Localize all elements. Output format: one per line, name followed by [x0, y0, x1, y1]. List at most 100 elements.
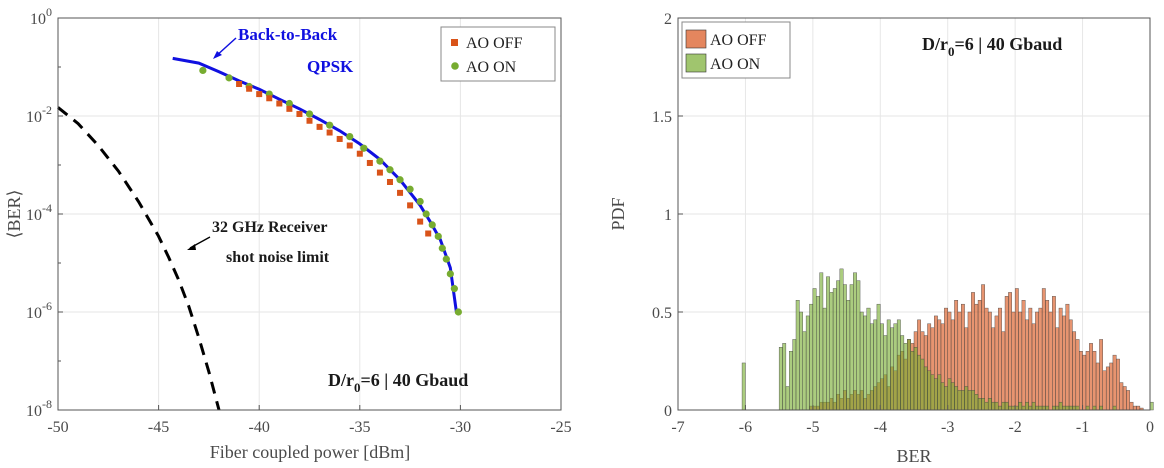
ao-on-histogram-bar [998, 405, 1002, 411]
right-x-tick-label: -3 [941, 419, 954, 436]
left-x-tick-label: -50 [47, 419, 68, 436]
ao-off-histogram-bar [1085, 351, 1090, 411]
ao-on-histogram-bar [869, 323, 874, 411]
ao-on-histogram-bar [799, 311, 803, 411]
ao-off-histogram-bar [1136, 405, 1141, 411]
shot-noise-limit-curve [57, 106, 221, 411]
ao-off-histogram-bar [987, 311, 992, 411]
ao-on-histogram-bar [778, 347, 783, 411]
legend-label-ao-off: AO OFF [466, 35, 523, 52]
ao-on-histogram-bar [886, 319, 891, 411]
ao-on-histogram-bar [1099, 405, 1104, 411]
right-condition-label: D/r0=6 | 40 Gbaud [922, 34, 1062, 59]
ao-off-histogram-bar [998, 307, 1002, 411]
ao-on-histogram-bar [785, 386, 790, 411]
ao-on-histogram-bar [1025, 401, 1029, 411]
ao-on-histogram-bar [805, 315, 810, 411]
right-y-tick-label: 2 [664, 11, 672, 28]
ao-on-histogram-bar [977, 398, 982, 411]
ao-on-histogram-bar [843, 284, 847, 411]
left-x-tick-label: -40 [249, 419, 270, 436]
ao-on-point [422, 210, 430, 218]
ao-off-histogram-bar [1021, 300, 1026, 411]
ao-on-histogram-bar [856, 280, 861, 411]
ao-on-histogram-bar [964, 386, 969, 411]
ao-off-histogram-bar [977, 300, 982, 411]
right-y-tick-label: 1 [664, 207, 672, 224]
ao-on-histogram-bar [1112, 405, 1117, 411]
left-y-tick-label: 10-8 [26, 397, 52, 420]
ao-off-point [266, 95, 273, 102]
right-x-axis-label: BER [896, 446, 931, 466]
ao-off-histogram-bar [1095, 362, 1100, 411]
ao-off-histogram-bar [1132, 405, 1137, 411]
ao-off-histogram-bar [981, 284, 986, 411]
ao-off-point [425, 230, 432, 237]
ao-off-histogram-bar [1102, 370, 1107, 411]
ao-on-histogram-bar [802, 331, 807, 411]
ao-off-point [336, 135, 343, 142]
legend-swatch-ao-off [685, 29, 707, 49]
ao-on-histogram-bar [940, 382, 945, 411]
ao-off-histogram-bar [1122, 386, 1127, 411]
ao-off-histogram-bar [1116, 358, 1120, 411]
ao-off-point [286, 105, 293, 112]
ao-on-histogram-bar [1021, 405, 1026, 411]
ao-off-point [296, 110, 303, 117]
left-x-tick-label: -25 [550, 419, 571, 436]
ao-on-histogram-bar [782, 343, 787, 411]
ao-on-histogram-bar [1052, 405, 1056, 411]
ao-on-histogram-bar [1055, 405, 1060, 411]
ao-on-histogram-bar [816, 296, 820, 411]
ao-on-histogram-bar [812, 288, 817, 411]
ao-on-point [438, 244, 446, 252]
ao-on-histogram-bar [846, 300, 851, 411]
ao-off-histogram-bar [1035, 311, 1039, 411]
ao-on-histogram-bar [1031, 401, 1036, 411]
ao-on-histogram-bar [1072, 405, 1077, 411]
ao-off-point [417, 218, 424, 225]
ao-on-histogram-bar [896, 319, 901, 411]
ao-off-histogram-bar [991, 327, 996, 411]
ao-on-histogram-bar [859, 311, 864, 411]
ao-off-histogram-bar [1075, 339, 1080, 411]
ao-on-histogram-bar [853, 272, 857, 411]
left-y-tick-label: 10-4 [26, 201, 52, 224]
left-legend-box [440, 26, 556, 82]
ao-on-histogram-bar [1014, 405, 1019, 411]
left-y-tick-label: 10-2 [26, 103, 52, 126]
ao-on-histogram-bar [890, 327, 894, 411]
ao-on-histogram-bar [819, 272, 824, 411]
left-y-tick-label: 10-6 [26, 299, 52, 322]
ao-off-histogram-bar [1065, 303, 1070, 411]
ao-on-point [428, 221, 436, 229]
ao-on-histogram-bar [849, 284, 854, 411]
ao-off-histogram-bar [1055, 327, 1060, 411]
right-chart: -7 -6 -5 -4 -3 -2 -1 0 0 0.5 1 1.5 2 BER PDF D/r0=6… [608, 11, 1154, 466]
ao-on-histogram-bar [913, 347, 918, 411]
ao-on-histogram-bar [829, 292, 834, 411]
ao-off-histogram-bar [1041, 288, 1046, 411]
left-x-ticks: -50 -45 -40 -35 -30 -25 [47, 405, 572, 436]
left-y-axis-label: ⟨BER⟩ [4, 189, 24, 238]
legend-marker-ao-on [451, 62, 459, 70]
ao-off-histogram-bar [1018, 311, 1023, 411]
ao-off-point [256, 91, 263, 98]
left-condition-label: D/r0=6 | 40 Gbaud [328, 370, 468, 395]
ao-on-histogram-bar [984, 401, 989, 411]
annotation-shot-noise: 32 GHz Receiver shot noise limit [187, 219, 330, 266]
ao-on-histogram-bar [789, 351, 793, 411]
ao-off-histogram-bar [1105, 366, 1110, 411]
ao-on-point [326, 121, 334, 129]
ao-on-point [416, 197, 424, 206]
ao-on-histogram-bar [795, 300, 800, 411]
ao-off-point [366, 159, 373, 166]
ao-off-histogram-bar [1058, 307, 1063, 411]
left-data-layer [57, 56, 462, 411]
ao-on-histogram-bar [954, 386, 959, 411]
right-y-tick-label: 0 [664, 403, 672, 420]
ao-off-histogram-bar [1092, 351, 1097, 411]
ao-off-point [407, 202, 414, 209]
left-x-tick-label: -35 [349, 419, 370, 436]
